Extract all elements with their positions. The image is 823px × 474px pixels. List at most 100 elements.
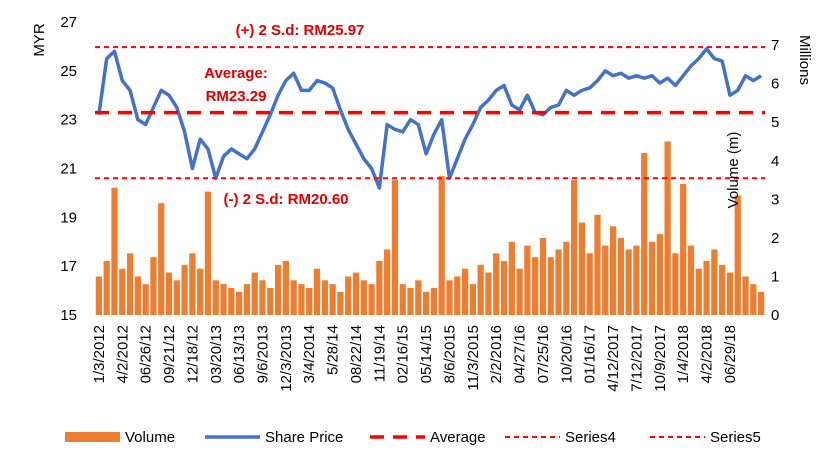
- volume-bar: [150, 257, 157, 315]
- volume-bar: [321, 280, 328, 315]
- volume-bar: [563, 241, 570, 315]
- volume-bar: [243, 284, 251, 315]
- volume-bar: [656, 234, 663, 315]
- y2-tick-label: 7: [771, 37, 779, 54]
- volume-bar: [368, 284, 375, 315]
- volume-bar: [703, 261, 710, 315]
- x-tick-label: 3/4/2014: [301, 325, 318, 383]
- x-tick-label: 04/27/16: [512, 325, 529, 383]
- volume-bar: [719, 264, 726, 315]
- volume-bar: [625, 249, 632, 315]
- volume-bar: [586, 253, 593, 315]
- volume-bar: [508, 241, 515, 315]
- volume-bar: [500, 261, 508, 315]
- annotation: (+) 2 S.d: RM25.97: [236, 22, 365, 39]
- volume-bar: [415, 280, 422, 315]
- y-tick-label: 15: [60, 307, 77, 324]
- volume-bar: [134, 276, 141, 315]
- y-tick-label: 25: [60, 63, 77, 80]
- volume-bar: [461, 268, 469, 315]
- annotation: Average:: [204, 65, 268, 82]
- volume-bar: [111, 187, 118, 315]
- y-tick-label: 21: [60, 161, 77, 178]
- volume-bar: [259, 280, 266, 315]
- volume-bar: [555, 249, 562, 315]
- y2-tick-label: 3: [771, 191, 779, 208]
- y2-axis-label: Millions: [796, 35, 813, 85]
- x-tick-label: 12/3/2013: [278, 325, 295, 392]
- volume-bar: [477, 264, 484, 315]
- volume-bar: [399, 284, 406, 315]
- annotation: (-) 2 S.d: RM20.60: [223, 191, 348, 208]
- volume-bar: [726, 272, 734, 315]
- volume-bar: [641, 153, 648, 315]
- volume-bar: [360, 280, 367, 315]
- x-tick-label: 10/9/2017: [652, 325, 669, 392]
- volume-bar: [204, 191, 212, 315]
- volume-bar: [680, 183, 687, 315]
- volume-bar: [212, 280, 219, 315]
- price-line: [97, 47, 763, 190]
- legend-label: Volume: [125, 429, 175, 446]
- x-tick-label: 06/13/13: [231, 325, 248, 383]
- volume-bar: [165, 272, 173, 315]
- volume-bar: [306, 288, 313, 315]
- x-tick-label: 09/21/12: [161, 325, 178, 383]
- volume-bar: [422, 291, 430, 315]
- x-tick-label: 10/20/16: [558, 325, 575, 383]
- x-tick-label: 07/25/16: [535, 325, 552, 383]
- x-tick-label: 06/26/12: [138, 325, 155, 383]
- volume-bar: [594, 214, 601, 315]
- x-tick-label: 4/2/2012: [114, 325, 131, 383]
- volume-bar: [407, 288, 414, 315]
- y-tick-label: 27: [60, 14, 77, 31]
- volume-bar: [524, 245, 531, 315]
- volume-bar: [578, 222, 586, 315]
- x-tick-label: 01/16/17: [582, 325, 599, 383]
- volume-bar: [345, 276, 352, 315]
- volume-bar: [633, 245, 640, 315]
- volume-bar: [609, 226, 617, 315]
- y-tick-label: 19: [60, 209, 77, 226]
- x-tick-label: 05/14/15: [418, 325, 435, 383]
- volume-bar: [181, 264, 188, 315]
- volume-bar: [734, 195, 741, 315]
- volume-bar: [103, 261, 110, 315]
- legend-swatch: [65, 432, 120, 442]
- volume-bar: [757, 291, 765, 315]
- x-tick-label: 9/6/2013: [255, 325, 272, 383]
- x-tick-label: 08/22/14: [348, 325, 365, 383]
- x-tick-label: 2/2/2016: [488, 325, 505, 383]
- x-tick-label: 8/6/2015: [441, 325, 458, 383]
- volume-bar: [329, 284, 336, 315]
- x-tick-label: 03/20/13: [208, 325, 225, 383]
- y2-tick-label: 5: [771, 114, 779, 131]
- volume-bar: [298, 284, 305, 315]
- volume-bar: [672, 253, 679, 315]
- legend-label: Average: [430, 429, 486, 446]
- volume-bar: [571, 180, 578, 315]
- volume-bar: [236, 291, 243, 315]
- x-tick-label: 1/3/2012: [91, 325, 108, 383]
- legend-label: Share Price: [265, 429, 343, 446]
- x-tick-label: 4/2/2018: [699, 325, 716, 383]
- y-axis-label: MYR: [31, 23, 48, 57]
- volume-bar: [469, 284, 476, 315]
- legend-label: Series5: [710, 429, 761, 446]
- y2-tick-label: 2: [771, 230, 779, 247]
- volume-bar: [391, 180, 399, 315]
- legend-label: Series4: [565, 429, 616, 446]
- volume-bar: [251, 272, 258, 315]
- volume-bar: [119, 268, 126, 315]
- y2-tick-label: 0: [771, 307, 779, 324]
- volume-bar: [430, 288, 438, 315]
- volume-bar: [516, 268, 523, 315]
- volume-bar: [126, 253, 134, 315]
- volume-bar: [493, 253, 500, 315]
- volume-bar: [485, 272, 492, 315]
- volume-bar: [438, 176, 445, 315]
- volume-bar: [742, 276, 749, 315]
- volume-bar: [617, 237, 624, 315]
- x-tick-label: 7/12/2017: [628, 325, 645, 392]
